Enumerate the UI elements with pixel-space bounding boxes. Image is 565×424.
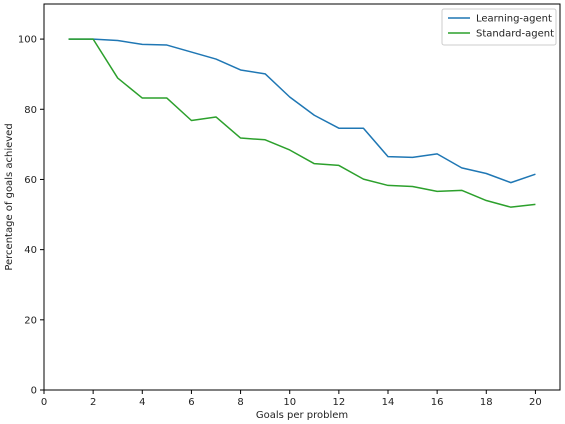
x-tick-label: 0 — [41, 397, 47, 408]
legend-label-standard-agent: Standard-agent — [476, 29, 554, 40]
y-tick-label: 40 — [24, 245, 37, 256]
legend-box — [441, 8, 557, 46]
x-tick-label: 12 — [332, 397, 345, 408]
x-tick-label: 4 — [139, 397, 145, 408]
y-tick-label: 60 — [24, 175, 37, 186]
x-tick-label: 14 — [382, 397, 395, 408]
y-tick-label: 20 — [24, 315, 37, 326]
x-tick-label: 8 — [237, 397, 243, 408]
x-tick-label: 16 — [431, 397, 444, 408]
plot-area — [44, 4, 560, 390]
y-tick-label: 100 — [18, 35, 37, 46]
x-tick-label: 18 — [480, 397, 493, 408]
x-tick-label: 10 — [283, 397, 296, 408]
x-tick-label: 20 — [529, 397, 542, 408]
series-lines — [68, 38, 536, 208]
x-tick-label: 6 — [188, 397, 194, 408]
x-tick-label: 2 — [90, 397, 96, 408]
y-tick-label: 80 — [24, 105, 37, 116]
ticks: 0 2 4 6 8 10 12 14 16 18 20 0 20 40 60 80 100 — [18, 35, 542, 408]
legend: Learning-agent Standard-agent — [441, 8, 557, 46]
legend-label-learning-agent: Learning-agent — [476, 14, 552, 25]
axes-frame — [43, 3, 561, 391]
y-tick-label: 0 — [31, 386, 37, 397]
y-axis-label: Percentage of goals achieved — [4, 123, 15, 270]
axes — [43, 3, 561, 391]
series-line-learning-agent — [68, 38, 536, 184]
series-line-standard-agent — [68, 38, 536, 208]
x-axis-label: Goals per problem — [256, 410, 348, 421]
